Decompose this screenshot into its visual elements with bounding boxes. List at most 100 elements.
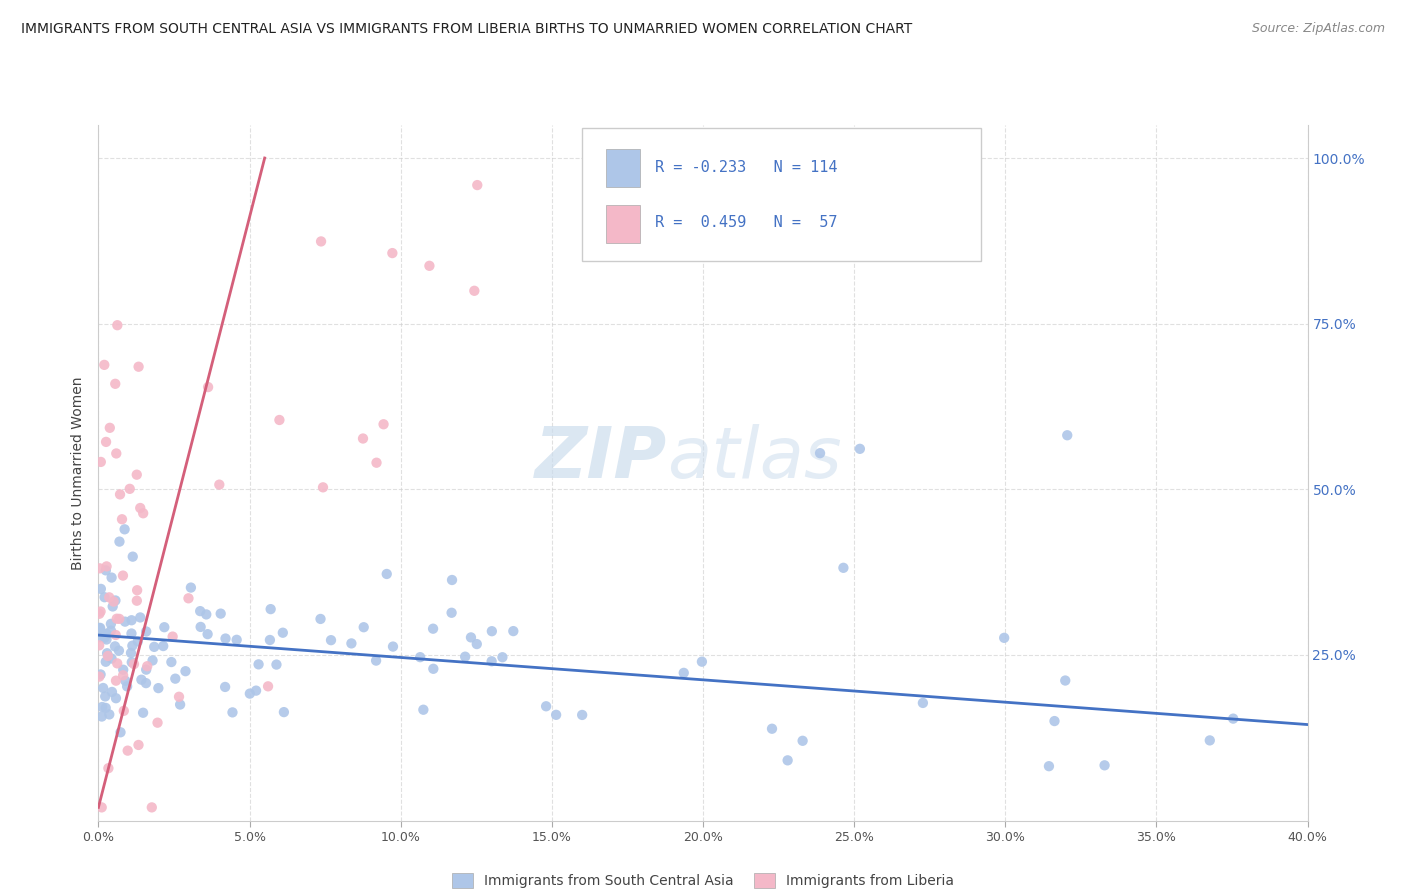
Point bbox=[129, 610, 152, 624]
Point bbox=[502, 624, 524, 639]
Point bbox=[454, 649, 477, 664]
Point bbox=[114, 615, 136, 629]
Point bbox=[160, 655, 183, 669]
Point bbox=[108, 534, 131, 549]
Point bbox=[93, 631, 115, 645]
Point bbox=[776, 753, 799, 767]
Text: R =  0.459   N =  57: R = 0.459 N = 57 bbox=[655, 216, 837, 230]
Point bbox=[352, 432, 374, 446]
Point bbox=[90, 800, 112, 814]
Point bbox=[94, 690, 117, 704]
Point bbox=[460, 631, 482, 645]
Point bbox=[353, 620, 375, 634]
Point bbox=[214, 680, 236, 694]
Point bbox=[94, 701, 117, 715]
Point bbox=[364, 654, 387, 668]
Point bbox=[672, 665, 695, 680]
Point bbox=[571, 708, 593, 723]
Point bbox=[849, 442, 872, 456]
Point bbox=[418, 259, 440, 273]
Text: R = -0.233   N = 114: R = -0.233 N = 114 bbox=[655, 160, 837, 175]
Point bbox=[131, 673, 153, 687]
Point bbox=[153, 620, 176, 634]
Point bbox=[120, 646, 142, 660]
Point bbox=[89, 623, 111, 637]
Point bbox=[808, 446, 831, 460]
Point bbox=[128, 359, 150, 374]
Point bbox=[422, 622, 444, 636]
Point bbox=[260, 602, 283, 616]
Point bbox=[135, 624, 157, 639]
Point bbox=[104, 593, 127, 607]
Point bbox=[761, 722, 783, 736]
Point bbox=[273, 705, 295, 719]
Point bbox=[1094, 758, 1116, 772]
Point bbox=[259, 632, 281, 647]
Point bbox=[89, 638, 111, 652]
Point bbox=[309, 235, 332, 249]
Point bbox=[143, 640, 166, 654]
Point bbox=[98, 707, 121, 722]
Point bbox=[245, 683, 267, 698]
Point bbox=[136, 659, 159, 673]
FancyBboxPatch shape bbox=[606, 149, 640, 187]
Point bbox=[114, 673, 136, 688]
Point bbox=[112, 668, 135, 682]
Point bbox=[132, 506, 155, 520]
Point bbox=[105, 446, 128, 460]
Point bbox=[121, 655, 143, 669]
Point bbox=[792, 733, 814, 747]
Point bbox=[465, 178, 488, 192]
Point bbox=[463, 284, 485, 298]
Point bbox=[422, 662, 444, 676]
Point bbox=[465, 637, 488, 651]
Point bbox=[239, 687, 262, 701]
Point bbox=[1043, 714, 1066, 728]
Point bbox=[90, 605, 112, 619]
Point bbox=[1222, 712, 1244, 726]
Point bbox=[104, 691, 127, 706]
Point bbox=[188, 604, 211, 618]
Point bbox=[312, 480, 335, 494]
Point bbox=[108, 612, 131, 626]
Point bbox=[127, 583, 149, 598]
Point bbox=[195, 607, 218, 622]
Point bbox=[96, 626, 118, 640]
Legend: Immigrants from South Central Asia, Immigrants from Liberia: Immigrants from South Central Asia, Immi… bbox=[446, 868, 960, 892]
Point bbox=[105, 612, 128, 626]
Point bbox=[128, 738, 150, 752]
Text: Source: ZipAtlas.com: Source: ZipAtlas.com bbox=[1251, 22, 1385, 36]
Point bbox=[104, 376, 127, 391]
Point bbox=[993, 631, 1015, 645]
Point bbox=[214, 632, 236, 646]
Point bbox=[481, 654, 503, 668]
Point bbox=[534, 699, 557, 714]
Point bbox=[309, 612, 332, 626]
Point bbox=[127, 634, 149, 648]
Point bbox=[96, 632, 118, 647]
Point bbox=[97, 648, 120, 663]
Point bbox=[90, 667, 112, 681]
Point bbox=[135, 663, 157, 677]
Point bbox=[100, 651, 122, 665]
Point bbox=[177, 591, 200, 606]
Point bbox=[375, 566, 398, 581]
Point bbox=[911, 696, 934, 710]
Point bbox=[409, 650, 432, 665]
Point bbox=[148, 681, 170, 695]
Text: atlas: atlas bbox=[666, 425, 841, 493]
Point bbox=[174, 664, 197, 678]
Point bbox=[197, 380, 219, 394]
Point bbox=[180, 581, 202, 595]
Point bbox=[225, 632, 247, 647]
Point bbox=[90, 582, 112, 596]
Point bbox=[89, 561, 111, 575]
Point bbox=[146, 715, 169, 730]
Point bbox=[108, 487, 131, 501]
Point bbox=[247, 657, 270, 672]
Point bbox=[101, 685, 124, 699]
Point bbox=[167, 690, 190, 704]
Y-axis label: Births to Unmarried Women: Births to Unmarried Women bbox=[72, 376, 86, 569]
Point bbox=[121, 613, 143, 627]
Point bbox=[89, 621, 111, 635]
